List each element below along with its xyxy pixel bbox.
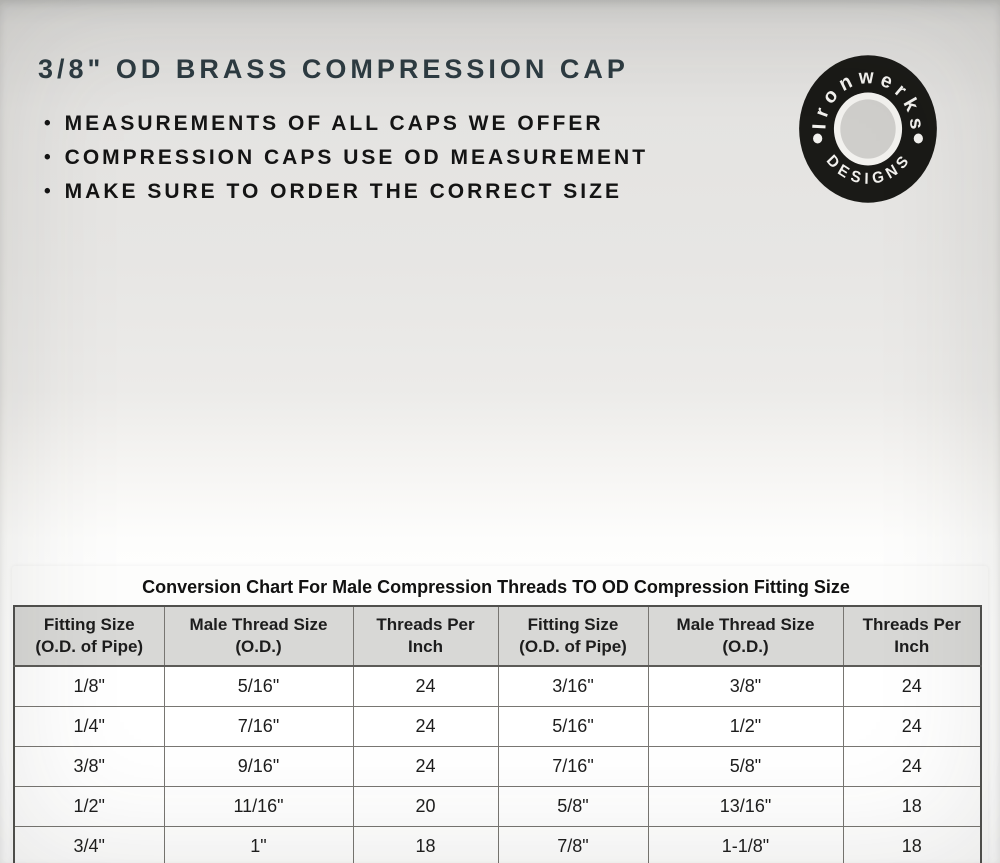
conversion-chart-panel: Conversion Chart For Male Compression Th… xyxy=(12,566,988,863)
cell: 18 xyxy=(842,826,982,863)
cell: 1-1/8" xyxy=(647,826,844,863)
table-row: 1/2" 11/16" 20 5/8" 13/16" 18 xyxy=(13,786,982,827)
bullet-text: MEASUREMENTS OF ALL CAPS WE OFFER xyxy=(64,112,604,135)
cell: 1/2" xyxy=(13,786,165,827)
product-title: 3/8" OD BRASS COMPRESSION CAP xyxy=(38,54,629,84)
cell: 18 xyxy=(842,786,982,827)
col-header-fitting-size-2: Fitting Size (O.D. of Pipe) xyxy=(497,605,649,667)
brand-logo: Ironwerks DESIGNS xyxy=(797,53,939,205)
cell: 11/16" xyxy=(163,786,354,827)
cell: 24 xyxy=(352,665,499,707)
cell: 24 xyxy=(842,665,982,707)
conversion-table: Fitting Size (O.D. of Pipe) Male Thread … xyxy=(13,605,982,863)
cell: 5/16" xyxy=(163,665,354,707)
table-row: 1/8" 5/16" 24 3/16" 3/8" 24 xyxy=(13,665,982,707)
cell: 1/4" xyxy=(13,706,165,747)
cell: 7/16" xyxy=(163,706,354,747)
cell: 1" xyxy=(163,826,354,863)
brand-badge-icon: Ironwerks DESIGNS xyxy=(799,55,937,203)
cell: 7/16" xyxy=(497,746,649,787)
cell: 24 xyxy=(842,706,982,747)
table-row: 1/4" 7/16" 24 5/16" 1/2" 24 xyxy=(13,706,982,747)
cell: 1/8" xyxy=(13,665,165,707)
bullet-dot-icon: • xyxy=(44,113,51,134)
cell: 7/8" xyxy=(497,826,649,863)
col-header-male-thread-2: Male Thread Size (O.D.) xyxy=(647,605,844,667)
cell: 20 xyxy=(352,786,499,827)
bullet-item: • MAKE SURE TO ORDER THE CORRECT SIZE xyxy=(44,175,648,209)
cell: 3/8" xyxy=(13,746,165,787)
cell: 1/2" xyxy=(647,706,844,747)
table-row: 3/4" 1" 18 7/8" 1-1/8" 18 xyxy=(13,826,982,863)
cell: 3/4" xyxy=(13,826,165,863)
feature-bullet-list: • MEASUREMENTS OF ALL CAPS WE OFFER • CO… xyxy=(44,107,648,209)
col-header-fitting-size-1: Fitting Size (O.D. of Pipe) xyxy=(13,605,165,667)
col-header-threads-per-inch-1: Threads Per Inch xyxy=(352,605,499,667)
cell: 5/8" xyxy=(647,746,844,787)
cell: 13/16" xyxy=(647,786,844,827)
table-row: 3/8" 9/16" 24 7/16" 5/8" 24 xyxy=(13,746,982,787)
logo-right-dot-icon xyxy=(913,133,923,144)
cell: 18 xyxy=(352,826,499,863)
cell: 5/8" xyxy=(497,786,649,827)
cell: 24 xyxy=(352,746,499,787)
conversion-chart-title: Conversion Chart For Male Compression Th… xyxy=(142,577,850,597)
bullet-text: COMPRESSION CAPS USE OD MEASUREMENT xyxy=(64,146,649,169)
cell: 3/8" xyxy=(647,665,844,707)
logo-left-dot-icon xyxy=(813,133,823,144)
cell: 9/16" xyxy=(163,746,354,787)
cell: 3/16" xyxy=(497,665,649,707)
cell: 24 xyxy=(352,706,499,747)
bullet-item: • MEASUREMENTS OF ALL CAPS WE OFFER xyxy=(44,107,648,141)
cell: 24 xyxy=(842,746,982,787)
col-header-male-thread-1: Male Thread Size (O.D.) xyxy=(163,605,354,667)
bullet-text: MAKE SURE TO ORDER THE CORRECT SIZE xyxy=(64,180,622,203)
bullet-dot-icon: • xyxy=(44,181,51,202)
table-header-row: Fitting Size (O.D. of Pipe) Male Thread … xyxy=(13,605,982,667)
cell: 5/16" xyxy=(497,706,649,747)
bullet-dot-icon: • xyxy=(44,147,51,168)
bullet-item: • COMPRESSION CAPS USE OD MEASUREMENT xyxy=(44,141,648,175)
col-header-threads-per-inch-2: Threads Per Inch xyxy=(842,605,982,667)
